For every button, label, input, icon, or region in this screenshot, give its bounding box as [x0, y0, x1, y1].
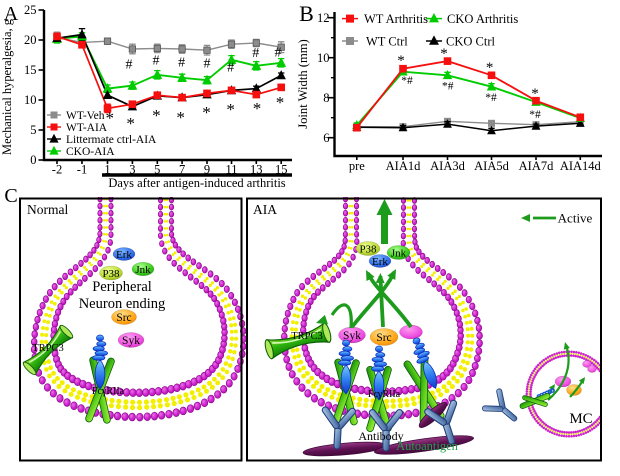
svg-text:8: 8	[323, 91, 329, 105]
svg-text:AIA1d: AIA1d	[386, 159, 421, 173]
svg-text:#: #	[252, 46, 259, 61]
svg-text:WT Arthritis: WT Arthritis	[364, 12, 428, 26]
svg-text:*#: *#	[401, 75, 413, 87]
svg-text:Neuron ending: Neuron ending	[79, 296, 166, 312]
svg-text:*: *	[226, 100, 235, 119]
svg-text:CKO Arthritis: CKO Arthritis	[447, 12, 518, 26]
svg-text:FcγRIIa: FcγRIIa	[368, 389, 401, 400]
svg-text:Erk: Erk	[116, 249, 132, 261]
svg-text:Erk: Erk	[372, 256, 388, 268]
svg-text:9: 9	[204, 163, 210, 177]
svg-text:AIA14d: AIA14d	[560, 159, 602, 173]
svg-text:3: 3	[129, 163, 135, 177]
svg-text:*: *	[531, 86, 539, 102]
svg-text:1: 1	[104, 163, 110, 177]
svg-text:10: 10	[317, 51, 330, 65]
svg-text:#: #	[275, 46, 282, 61]
svg-text:*: *	[486, 60, 494, 76]
svg-text:#: #	[204, 57, 211, 72]
svg-text:Normal: Normal	[27, 202, 68, 217]
svg-text:P38: P38	[102, 268, 120, 280]
svg-text:Src: Src	[376, 332, 391, 344]
svg-text:15: 15	[24, 63, 37, 77]
svg-text:#: #	[178, 56, 185, 71]
svg-text:CKO-AIA: CKO-AIA	[66, 146, 115, 158]
svg-text:AIA: AIA	[253, 202, 277, 217]
svg-text:Jnk: Jnk	[135, 264, 151, 276]
svg-text:C: C	[4, 185, 17, 207]
svg-text:pre: pre	[349, 159, 365, 173]
svg-text:25: 25	[24, 3, 37, 17]
svg-text:5: 5	[30, 123, 36, 137]
svg-text:P38: P38	[359, 243, 377, 255]
svg-text:*#: *#	[529, 109, 541, 121]
svg-text:Autoantigen: Autoantigen	[396, 439, 459, 453]
svg-text:Src: Src	[116, 312, 131, 324]
svg-text:AIA5d: AIA5d	[474, 159, 509, 173]
svg-text:*#: *#	[485, 92, 497, 104]
svg-text:A: A	[4, 3, 19, 25]
svg-text:20: 20	[24, 33, 37, 47]
svg-text:6: 6	[323, 131, 329, 145]
svg-text:10: 10	[24, 93, 37, 107]
svg-text:AIA7d: AIA7d	[519, 159, 554, 173]
svg-text:*: *	[126, 114, 135, 133]
svg-text:TRPC3: TRPC3	[32, 343, 64, 354]
svg-text:*: *	[440, 46, 448, 62]
svg-text:WT Ctrl: WT Ctrl	[366, 34, 408, 48]
svg-text:#: #	[153, 54, 160, 69]
svg-text:*: *	[176, 108, 185, 127]
svg-text:WT-Veh: WT-Veh	[66, 110, 105, 122]
svg-text:*: *	[276, 93, 285, 112]
svg-text:*#: *#	[442, 81, 454, 93]
svg-text:Syk: Syk	[343, 330, 361, 342]
svg-text:Syk: Syk	[122, 335, 140, 347]
svg-text:CKO Ctrl: CKO Ctrl	[446, 34, 495, 48]
svg-text:12: 12	[317, 11, 330, 25]
svg-text:-2: -2	[52, 163, 62, 177]
svg-text:-1: -1	[77, 163, 87, 177]
svg-text:0: 0	[30, 153, 36, 167]
svg-text:Littermate ctrl-AIA: Littermate ctrl-AIA	[66, 134, 157, 146]
svg-text:Joint Width (mm): Joint Width (mm)	[296, 39, 310, 129]
svg-text:7: 7	[179, 163, 185, 177]
svg-text:13: 13	[250, 163, 263, 177]
svg-text:FcγRIIa: FcγRIIa	[92, 386, 125, 397]
svg-text:Peripheral: Peripheral	[92, 279, 152, 295]
svg-text:*: *	[202, 103, 211, 122]
svg-text:WT-AIA: WT-AIA	[66, 122, 108, 134]
svg-text:5: 5	[154, 163, 160, 177]
svg-text:Active: Active	[558, 211, 593, 226]
svg-text:*: *	[397, 53, 405, 69]
svg-text:MC: MC	[569, 411, 592, 427]
svg-text:15: 15	[275, 163, 288, 177]
svg-text:Days after antigen-induced art: Days after antigen-induced arthritis	[108, 176, 285, 190]
svg-text:TRPC3: TRPC3	[291, 331, 323, 342]
svg-text:*: *	[152, 106, 161, 125]
svg-text:B: B	[299, 1, 314, 26]
svg-text:AIA3d: AIA3d	[430, 159, 465, 173]
svg-text:*: *	[253, 99, 262, 118]
svg-text:Mechanical hyperalgesia, g: Mechanical hyperalgesia, g	[0, 19, 14, 155]
svg-text:Antibody: Antibody	[358, 429, 403, 443]
svg-text:#: #	[126, 58, 133, 73]
svg-text:#: #	[227, 61, 234, 76]
svg-text:11: 11	[225, 163, 237, 177]
svg-text:Jnk: Jnk	[391, 247, 407, 259]
svg-text:*: *	[105, 109, 114, 128]
